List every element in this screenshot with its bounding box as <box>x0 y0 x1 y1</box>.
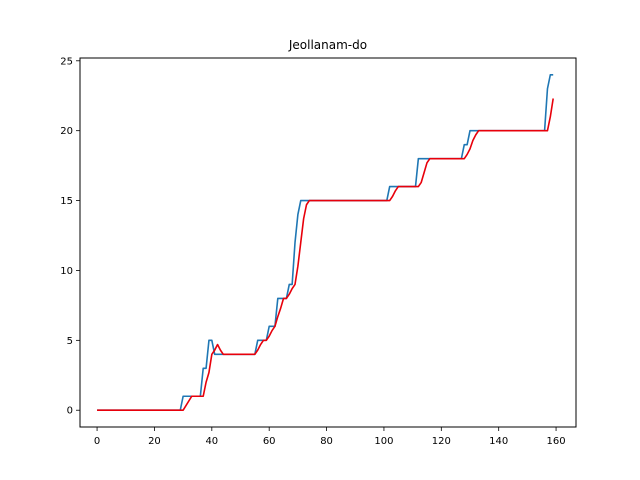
chart-title: Jeollanam-do <box>288 38 367 52</box>
y-axis-ticks: 0 5 10 15 20 25 <box>60 56 80 417</box>
x-tick-label: 20 <box>148 436 161 447</box>
plot-lines <box>97 73 554 412</box>
y-tick-label: 25 <box>60 56 73 67</box>
series-line-0 <box>97 73 554 412</box>
y-tick-label: 5 <box>67 336 73 347</box>
x-tick-label: 120 <box>432 436 451 447</box>
plot-area-frame <box>79 57 577 428</box>
y-tick-label: 20 <box>60 126 73 137</box>
x-tick-label: 140 <box>489 436 508 447</box>
x-tick-label: 0 <box>94 436 100 447</box>
x-tick-label: 80 <box>320 436 333 447</box>
y-tick-label: 15 <box>60 196 73 207</box>
y-tick-label: 10 <box>60 266 73 277</box>
series-line-1 <box>97 98 554 412</box>
x-tick-label: 160 <box>547 436 566 447</box>
x-tick-label: 40 <box>205 436 218 447</box>
y-tick-label: 0 <box>67 406 73 417</box>
x-tick-label: 60 <box>263 436 276 447</box>
x-tick-label: 100 <box>374 436 393 447</box>
x-axis-ticks: 0 20 40 60 80 100 120 140 160 <box>94 427 566 447</box>
